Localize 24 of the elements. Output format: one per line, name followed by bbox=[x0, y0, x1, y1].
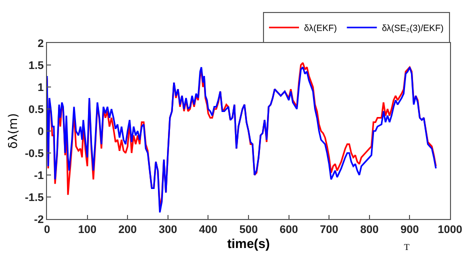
x-tick-label: 600 bbox=[280, 224, 298, 236]
x-tick-label: 400 bbox=[199, 224, 218, 236]
legend-label: δλ(SE₂(3)/EKF) bbox=[382, 23, 444, 34]
x-tick-label: 800 bbox=[360, 224, 379, 236]
x-tick-label: 300 bbox=[158, 224, 178, 236]
legend-label: δλ(EKF) bbox=[304, 23, 337, 34]
y-tick-label: 1 bbox=[38, 82, 44, 94]
y-tick-label: 0.5 bbox=[28, 104, 44, 116]
x-tick-label: 100 bbox=[78, 224, 96, 236]
text: T bbox=[404, 242, 410, 252]
y-tick-label: -2 bbox=[34, 214, 44, 226]
y-tick-label: 2 bbox=[38, 38, 44, 50]
x-tick-label: 700 bbox=[320, 224, 338, 236]
y-tick-label: -1 bbox=[34, 170, 44, 182]
y-tick-label: 0 bbox=[38, 126, 44, 138]
y-tick-label: 1.5 bbox=[28, 60, 44, 72]
x-tick-label: 900 bbox=[400, 224, 419, 236]
x-tick-label: 200 bbox=[118, 224, 137, 236]
x-axis-title: time(s) bbox=[227, 236, 270, 252]
y-tick-label: -1.5 bbox=[24, 192, 44, 204]
x-tick-label: 500 bbox=[239, 224, 258, 236]
x-tick-label: 1000 bbox=[438, 224, 462, 236]
y-axis-title: δλ(m) bbox=[6, 113, 20, 149]
y-tick-label: -0.5 bbox=[24, 148, 44, 160]
